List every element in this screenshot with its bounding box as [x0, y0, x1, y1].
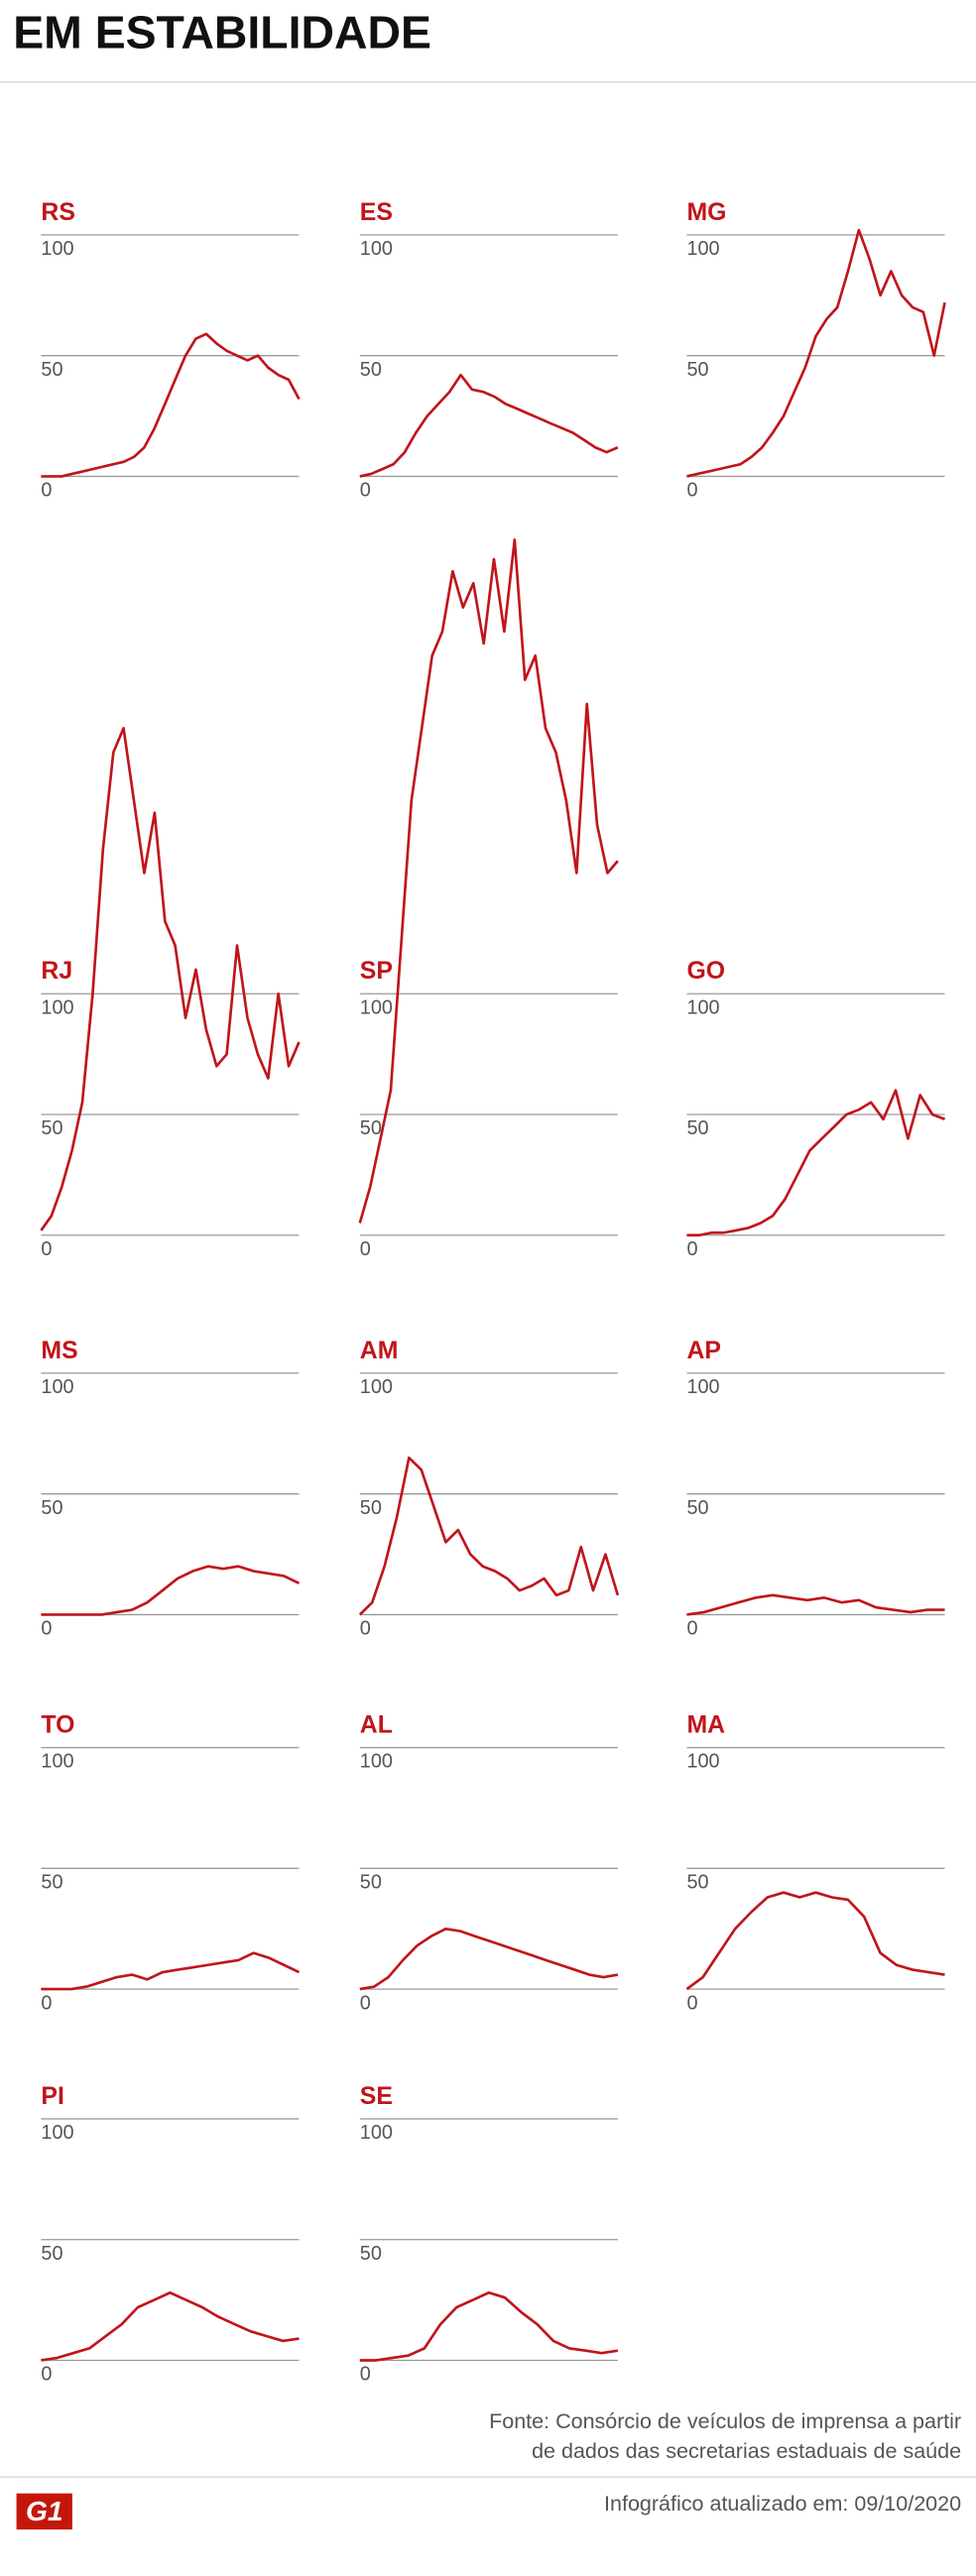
series-line — [358, 1456, 620, 1616]
panel-title: AP — [686, 1338, 721, 1364]
updated-note: Infográfico atualizado em: 09/10/2020 — [604, 2492, 961, 2516]
panel-title: RS — [41, 199, 74, 226]
series-line — [685, 1891, 945, 1991]
y-tick-label: 100 — [686, 238, 719, 260]
panel: RS 0 50 100 — [41, 199, 301, 502]
y-tick-label: 50 — [360, 1872, 382, 1894]
series-line — [686, 1089, 946, 1237]
logo: G1 — [26, 2496, 63, 2526]
source-line-1: Fonte: Consórcio de veículos de imprensa… — [489, 2409, 961, 2433]
y-tick-label: 50 — [360, 359, 382, 381]
panel-title: AM — [360, 1338, 399, 1364]
y-tick-label: 0 — [41, 480, 52, 502]
series-line — [358, 538, 619, 1224]
panel: PI 0 50 100 — [41, 2083, 300, 2386]
series-line — [686, 228, 946, 478]
panel-title: AL — [360, 1712, 393, 1739]
y-tick-label: 0 — [360, 480, 371, 502]
panel-title: GO — [686, 958, 725, 985]
source-line-2: de dados das secretarias estaduais de sa… — [532, 2439, 961, 2463]
panel-title: ES — [360, 199, 393, 226]
series-line — [686, 1593, 945, 1616]
y-tick-label: 50 — [41, 1497, 62, 1519]
y-tick-label: 50 — [360, 1117, 382, 1139]
panel: RJ 0 50 100 — [40, 727, 301, 1260]
panels: RS 0 50 100 ES 0 50 100 MG 0 50 100 RJ 0 50 100 SP 0 50 100… — [40, 199, 946, 2386]
series-line — [41, 332, 301, 478]
panel-title: MA — [686, 1712, 725, 1739]
y-tick-label: 50 — [41, 359, 62, 381]
y-tick-label: 100 — [360, 1376, 393, 1398]
y-tick-label: 100 — [41, 1751, 73, 1773]
series-line — [40, 727, 301, 1231]
y-tick-label: 0 — [686, 1618, 697, 1640]
panel: AP 0 50 100 — [686, 1338, 945, 1640]
y-tick-label: 100 — [686, 1751, 719, 1773]
y-tick-label: 0 — [360, 1618, 371, 1640]
series-line — [359, 2290, 619, 2362]
page-title: EM ESTABILIDADE — [13, 7, 431, 59]
series-line — [359, 373, 619, 478]
panel-title: SE — [360, 2083, 393, 2110]
y-tick-label: 100 — [360, 996, 393, 1018]
y-tick-label: 100 — [360, 238, 393, 260]
y-tick-label: 0 — [41, 1618, 52, 1640]
series-line — [41, 2290, 300, 2362]
y-tick-label: 100 — [41, 1376, 73, 1398]
series-line — [41, 1951, 301, 1991]
y-tick-label: 50 — [360, 2243, 382, 2265]
y-tick-label: 0 — [41, 2364, 52, 2386]
y-tick-label: 50 — [686, 1497, 708, 1519]
y-tick-label: 0 — [41, 1992, 52, 2014]
y-tick-label: 0 — [360, 1238, 371, 1260]
y-tick-label: 0 — [360, 2364, 371, 2386]
panel: SP 0 50 100 — [358, 538, 619, 1260]
panel-title: PI — [41, 2083, 63, 2110]
y-tick-label: 0 — [686, 480, 697, 502]
y-tick-label: 50 — [686, 1872, 708, 1894]
y-tick-label: 100 — [41, 2122, 73, 2144]
series-line — [41, 1565, 301, 1616]
panel-title: TO — [41, 1712, 74, 1739]
y-tick-label: 0 — [686, 1992, 697, 2014]
y-tick-label: 100 — [686, 996, 719, 1018]
y-tick-label: 100 — [41, 996, 73, 1018]
y-tick-label: 0 — [686, 1238, 697, 1260]
panel-title: RJ — [41, 958, 72, 985]
panel: MA 0 50 100 — [685, 1712, 945, 2014]
y-tick-label: 50 — [41, 1117, 62, 1139]
y-tick-label: 100 — [686, 1376, 719, 1398]
panel: AL 0 50 100 — [359, 1712, 619, 2014]
logo-box — [16, 2493, 72, 2530]
y-tick-label: 50 — [360, 1497, 382, 1519]
y-tick-label: 50 — [41, 1872, 62, 1894]
y-tick-label: 0 — [41, 1238, 52, 1260]
panel-title: MS — [41, 1338, 77, 1364]
panel: MG 0 50 100 — [686, 199, 946, 502]
panel: SE 0 50 100 — [359, 2083, 619, 2386]
panel-title: MG — [686, 199, 726, 226]
panel: GO 0 50 100 — [686, 958, 946, 1260]
y-tick-label: 50 — [686, 1117, 708, 1139]
panel-title: SP — [360, 958, 393, 985]
y-tick-label: 100 — [360, 2122, 393, 2144]
panel: MS 0 50 100 — [41, 1338, 301, 1640]
y-tick-label: 100 — [360, 1751, 393, 1773]
y-tick-label: 0 — [360, 1992, 371, 2014]
y-tick-label: 100 — [41, 238, 73, 260]
series-line — [359, 1927, 619, 1991]
panel: TO 0 50 100 — [41, 1712, 301, 2014]
panel: ES 0 50 100 — [359, 199, 619, 502]
panel: AM 0 50 100 — [358, 1338, 620, 1640]
y-tick-label: 50 — [41, 2243, 62, 2265]
y-tick-label: 50 — [686, 359, 708, 381]
